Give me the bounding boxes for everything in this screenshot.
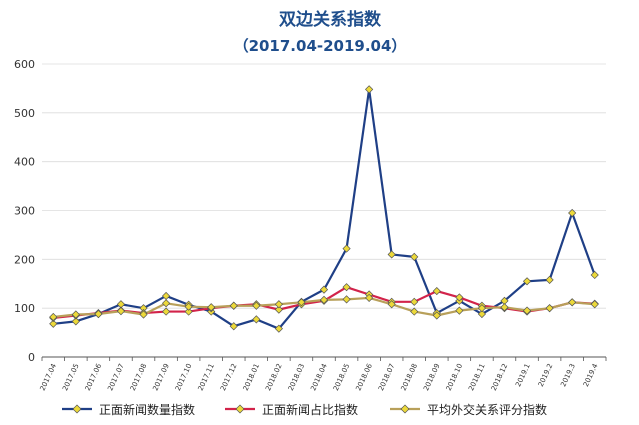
series-3-point (432, 311, 441, 320)
legend-label-2: 正面新闻占比指数 (262, 402, 358, 417)
x-tick-label: 2017.07 (106, 362, 125, 392)
series-3-point (477, 304, 487, 313)
x-tick-label: 2018.05 (332, 362, 351, 392)
series-1-point (342, 244, 351, 253)
series-1-point (387, 250, 396, 259)
x-tick-label: 2018.04 (309, 362, 329, 392)
legend-marker-2 (235, 404, 245, 414)
x-tick-label: 2017.04 (39, 362, 59, 392)
series-1-point (274, 324, 283, 333)
series-3-point (500, 303, 509, 312)
series-1-point (71, 317, 80, 326)
y-axis: 0 100 200 300 400 500 600 (14, 58, 35, 364)
chart-title: 双边关系指数 (279, 9, 382, 30)
series-2-point (184, 307, 193, 316)
series-group (49, 85, 599, 333)
x-tick-label: 2018.06 (354, 362, 374, 392)
series-3-point (71, 310, 80, 319)
series-3-point (229, 301, 238, 310)
x-tick-label: 2017.06 (84, 362, 104, 392)
series-3-point (545, 304, 554, 313)
series-1-point (590, 270, 599, 280)
series-3-point (184, 302, 193, 311)
x-tick-label: 2017.09 (151, 362, 170, 392)
x-tick-label: 2017.10 (174, 362, 193, 392)
y-tick-label: 0 (28, 351, 35, 364)
y-tick-label: 300 (14, 205, 35, 218)
series-2-point (161, 307, 171, 316)
series-2-point (410, 297, 419, 306)
legend-marker-3 (400, 404, 410, 414)
series-3-point (297, 298, 306, 307)
y-tick-label: 400 (14, 156, 35, 169)
series-3-point (568, 298, 577, 307)
y-tick-label: 100 (14, 302, 35, 315)
x-tick-label: 2019.2 (537, 362, 555, 388)
series-3-point (49, 312, 58, 322)
legend-label-1: 正面新闻数量指数 (99, 402, 195, 417)
x-tick-label: 2017.12 (219, 362, 238, 392)
series-2-point (432, 286, 441, 296)
x-tick-label: 2017.05 (61, 362, 80, 392)
legend: 正面新闻数量指数 正面新闻占比指数 平均外交关系评分指数 (62, 402, 547, 417)
x-tick-label: 2017.11 (197, 362, 216, 392)
series-3-point (274, 300, 283, 309)
series-1-point (49, 319, 58, 328)
series-3-point (207, 303, 216, 312)
y-tick-label: 600 (14, 58, 35, 71)
x-tick-label: 2018.02 (264, 362, 283, 392)
x-tick-label: 2018.01 (242, 362, 261, 392)
y-tick-label: 500 (14, 107, 35, 120)
x-axis: 2017.04 2017.05 2017.06 2017.07 2017.08 2017.… (39, 357, 607, 392)
series-1-point (319, 285, 329, 294)
series-3-point (94, 309, 103, 319)
series-1-point (477, 309, 487, 319)
series-1-point (545, 275, 554, 284)
series-3-point (116, 307, 126, 316)
series-3-point (590, 300, 599, 309)
x-tick-label: 2017.08 (129, 362, 148, 392)
x-tick-label: 2018.03 (287, 362, 306, 392)
series-1-point (365, 85, 374, 94)
x-tick-label: 2018.09 (422, 362, 441, 392)
grid-lines (42, 63, 606, 358)
series-1-point (410, 252, 419, 261)
series-3-point (319, 295, 329, 304)
series-3-point (252, 301, 261, 310)
x-tick-label: 2018.08 (400, 362, 419, 392)
y-tick-label: 200 (14, 253, 35, 266)
series-3-point (455, 306, 464, 315)
series-2-point (342, 283, 351, 292)
series-3-point (161, 299, 171, 308)
x-tick-label: 2018.10 (445, 362, 464, 392)
legend-label-3: 平均外交关系评分指数 (427, 402, 547, 417)
series-3-point (387, 300, 396, 309)
x-tick-label: 2019.4 (582, 362, 600, 388)
series-3-point (342, 295, 351, 304)
series-1-point (252, 315, 261, 324)
x-tick-label: 2019.1 (514, 362, 532, 388)
series-3-point (410, 307, 419, 316)
series-1-point (522, 277, 532, 286)
x-tick-label: 2019.3 (559, 362, 577, 388)
series-1-point (568, 208, 577, 218)
series-1-point (229, 322, 238, 331)
series-2-point (455, 293, 464, 302)
series-3-point (365, 293, 374, 303)
series-3-point (139, 310, 148, 319)
series-3-point (522, 306, 532, 315)
series-2-point (274, 305, 283, 314)
legend-marker-1 (72, 404, 82, 414)
x-tick-label: 2018.12 (490, 362, 509, 392)
x-tick-label: 2018.11 (467, 362, 486, 392)
x-tick-label: 2018.07 (377, 362, 396, 392)
chart-subtitle: （2017.04-2019.04） (234, 37, 407, 55)
